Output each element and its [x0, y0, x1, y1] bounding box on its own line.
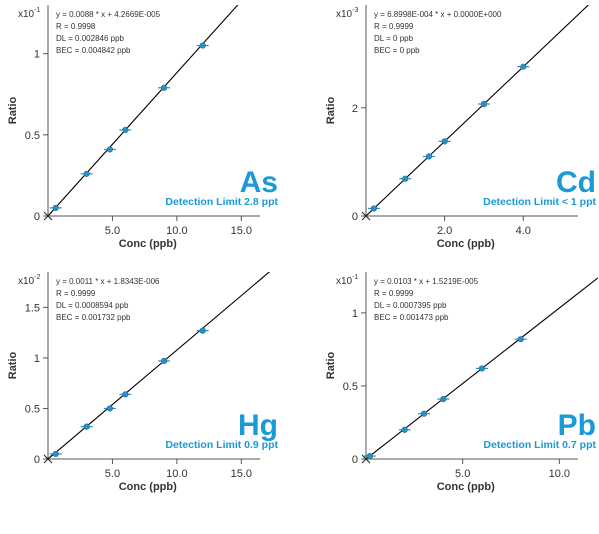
fit-stat-line: R = 0.9999 — [56, 289, 96, 298]
fit-stat-line: y = 0.0011 * x + 1.8343E-006 — [56, 277, 160, 286]
y-tick-label: 0.5 — [343, 381, 358, 393]
x-tick-label: 15.0 — [231, 468, 252, 480]
fit-stat-line: y = 0.0088 * x + 4.2669E-005 — [56, 10, 161, 19]
x-tick-label: 5.0 — [105, 468, 120, 480]
fit-stat-line: R = 0.9998 — [56, 22, 96, 31]
data-point — [420, 410, 428, 417]
y-tick-label: 0 — [34, 454, 40, 466]
scale-exponent: -3 — [352, 7, 358, 14]
fit-stat-line: y = 6.8998E-004 * x + 0.0000E+000 — [374, 10, 502, 19]
data-point — [425, 153, 433, 160]
data-point — [440, 396, 447, 403]
chart-panel-pb: 0 0.5 1 5.0 10.0 x10-1 Ratio Conc (ppb) y = 0.01… — [325, 272, 598, 493]
fit-stat-line: R = 0.9999 — [374, 289, 414, 298]
element-symbol: Pb — [558, 409, 596, 442]
y-tick-label: 1.5 — [25, 302, 40, 314]
x-tick-label: 15.0 — [231, 225, 252, 237]
y-tick-label: 0.5 — [25, 403, 40, 415]
fit-stat-line: DL = 0.002846 ppb — [56, 34, 125, 43]
x-tick-label: 10.0 — [549, 468, 570, 480]
data-point — [83, 170, 90, 177]
scale-base: x10 — [18, 9, 35, 20]
y-tick-label: 0 — [352, 454, 358, 466]
fit-stat-line: BEC = 0.004842 ppb — [56, 46, 131, 55]
data-point — [122, 126, 129, 134]
data-point — [52, 450, 59, 458]
y-axis-title: Ratio — [7, 96, 19, 124]
element-symbol: Hg — [238, 409, 278, 442]
fit-stat-line: y = 0.0103 * x + 1.5219E-005 — [374, 277, 479, 286]
y-tick-label: 1 — [34, 353, 40, 365]
detection-limit-label: Detection Limit 0.7 ppt — [483, 439, 596, 451]
scale-exponent: -2 — [34, 274, 40, 281]
data-point — [122, 391, 129, 398]
y-tick-label: 0.5 — [25, 130, 40, 142]
y-axis-title: Ratio — [7, 351, 19, 379]
detection-limit-label: Detection Limit 2.8 ppt — [165, 196, 278, 208]
data-point — [366, 452, 373, 460]
y-tick-label: 0 — [352, 211, 358, 223]
fit-stat-line: DL = 0.0007395 ppb — [374, 301, 447, 310]
fit-stat-line: DL = 0 ppb — [374, 34, 414, 43]
origin-marker — [361, 211, 371, 221]
data-point — [478, 365, 486, 372]
data-point — [83, 423, 90, 430]
data-point — [517, 336, 524, 343]
data-point — [199, 42, 206, 49]
x-tick-label: 10.0 — [166, 468, 187, 480]
data-point — [401, 426, 408, 433]
y-scale-factor: x10-1 — [336, 274, 358, 287]
data-point — [480, 100, 488, 108]
y-scale-factor: x10-2 — [18, 274, 40, 287]
fit-stat-line: DL = 0.0008594 ppb — [56, 301, 129, 310]
data-point — [370, 205, 377, 212]
origin-marker — [43, 454, 53, 464]
fit-stat-line: R = 0.9999 — [374, 22, 414, 31]
data-point — [106, 146, 113, 153]
data-point — [520, 63, 527, 70]
x-tick-label: 4.0 — [516, 225, 531, 237]
x-tick-label: 10.0 — [166, 225, 187, 237]
x-axis-title: Conc (ppb) — [119, 238, 177, 250]
scale-exponent: -1 — [352, 274, 358, 281]
scale-base: x10 — [336, 276, 353, 287]
x-axis-title: Conc (ppb) — [437, 238, 495, 250]
fit-stat-line: BEC = 0.001732 ppb — [56, 313, 131, 322]
y-axis-title: Ratio — [325, 96, 337, 124]
origin-marker — [43, 211, 53, 221]
detection-limit-label: Detection Limit < 1 ppt — [483, 196, 596, 208]
y-tick-label: 1 — [34, 49, 40, 61]
y-scale-factor: x10-3 — [336, 7, 358, 20]
data-point — [160, 357, 168, 365]
data-point — [106, 405, 113, 412]
element-symbol: Cd — [556, 166, 596, 199]
data-point — [402, 175, 409, 182]
x-tick-label: 5.0 — [455, 468, 470, 480]
y-tick-label: 1 — [352, 308, 358, 320]
fit-stat-line: BEC = 0 ppb — [374, 46, 420, 55]
data-point — [199, 327, 206, 334]
x-tick-label: 5.0 — [105, 225, 120, 237]
chart-panel-cd: 0 2 2.0 4.0 x10-3 Ratio Conc (ppb) y = 6.8998E-… — [325, 5, 596, 250]
chart-panel-hg: 0 0.5 1 1.5 5.0 10.0 15.0 x10-2 Ratio Conc (ppb) y… — [7, 272, 279, 493]
data-point — [441, 138, 448, 145]
data-point — [160, 84, 168, 91]
y-tick-label: 2 — [352, 103, 358, 115]
scale-base: x10 — [336, 9, 353, 20]
scale-base: x10 — [18, 276, 35, 287]
data-point — [52, 204, 59, 211]
y-scale-factor: x10-1 — [18, 7, 40, 20]
element-symbol: As — [240, 166, 278, 199]
x-axis-title: Conc (ppb) — [437, 481, 495, 493]
scale-exponent: -1 — [34, 7, 40, 14]
x-axis-title: Conc (ppb) — [119, 481, 177, 493]
x-tick-label: 2.0 — [437, 225, 452, 237]
y-axis-title: Ratio — [325, 351, 337, 379]
fit-stat-line: BEC = 0.001473 ppb — [374, 313, 449, 322]
detection-limit-label: Detection Limit 0.9 ppt — [165, 439, 278, 451]
y-tick-label: 0 — [34, 211, 40, 223]
